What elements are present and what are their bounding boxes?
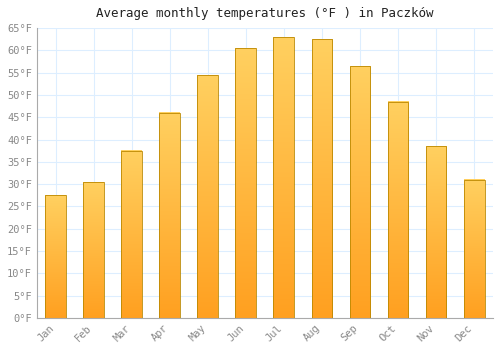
Bar <box>122 150 142 318</box>
Bar <box>160 113 180 318</box>
Bar <box>46 195 66 318</box>
Bar <box>274 37 294 318</box>
Bar <box>312 39 332 318</box>
Bar <box>198 75 218 318</box>
Bar <box>426 146 446 318</box>
Bar <box>464 180 484 318</box>
Title: Average monthly temperatures (°F ) in Paczków: Average monthly temperatures (°F ) in Pa… <box>96 7 434 20</box>
Bar <box>388 102 408 318</box>
Bar <box>84 182 104 318</box>
Bar <box>236 48 256 318</box>
Bar <box>350 66 370 318</box>
